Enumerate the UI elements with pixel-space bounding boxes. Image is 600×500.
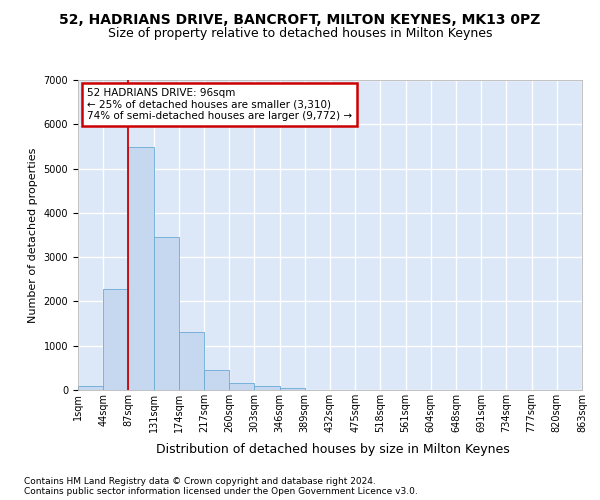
Bar bbox=[204, 370, 229, 390]
Bar bbox=[229, 384, 254, 390]
Text: Distribution of detached houses by size in Milton Keynes: Distribution of detached houses by size … bbox=[156, 442, 510, 456]
Bar bbox=[280, 388, 305, 390]
Bar bbox=[179, 332, 204, 390]
Bar bbox=[103, 289, 128, 390]
Y-axis label: Number of detached properties: Number of detached properties bbox=[28, 148, 38, 322]
Text: 52 HADRIANS DRIVE: 96sqm
← 25% of detached houses are smaller (3,310)
74% of sem: 52 HADRIANS DRIVE: 96sqm ← 25% of detach… bbox=[87, 88, 352, 121]
Text: Contains HM Land Registry data © Crown copyright and database right 2024.: Contains HM Land Registry data © Crown c… bbox=[24, 478, 376, 486]
Text: Size of property relative to detached houses in Milton Keynes: Size of property relative to detached ho… bbox=[108, 28, 492, 40]
Bar bbox=[78, 386, 103, 390]
Bar bbox=[128, 148, 154, 390]
Text: 52, HADRIANS DRIVE, BANCROFT, MILTON KEYNES, MK13 0PZ: 52, HADRIANS DRIVE, BANCROFT, MILTON KEY… bbox=[59, 12, 541, 26]
Bar bbox=[254, 386, 280, 390]
Text: Contains public sector information licensed under the Open Government Licence v3: Contains public sector information licen… bbox=[24, 488, 418, 496]
Bar bbox=[154, 237, 179, 390]
